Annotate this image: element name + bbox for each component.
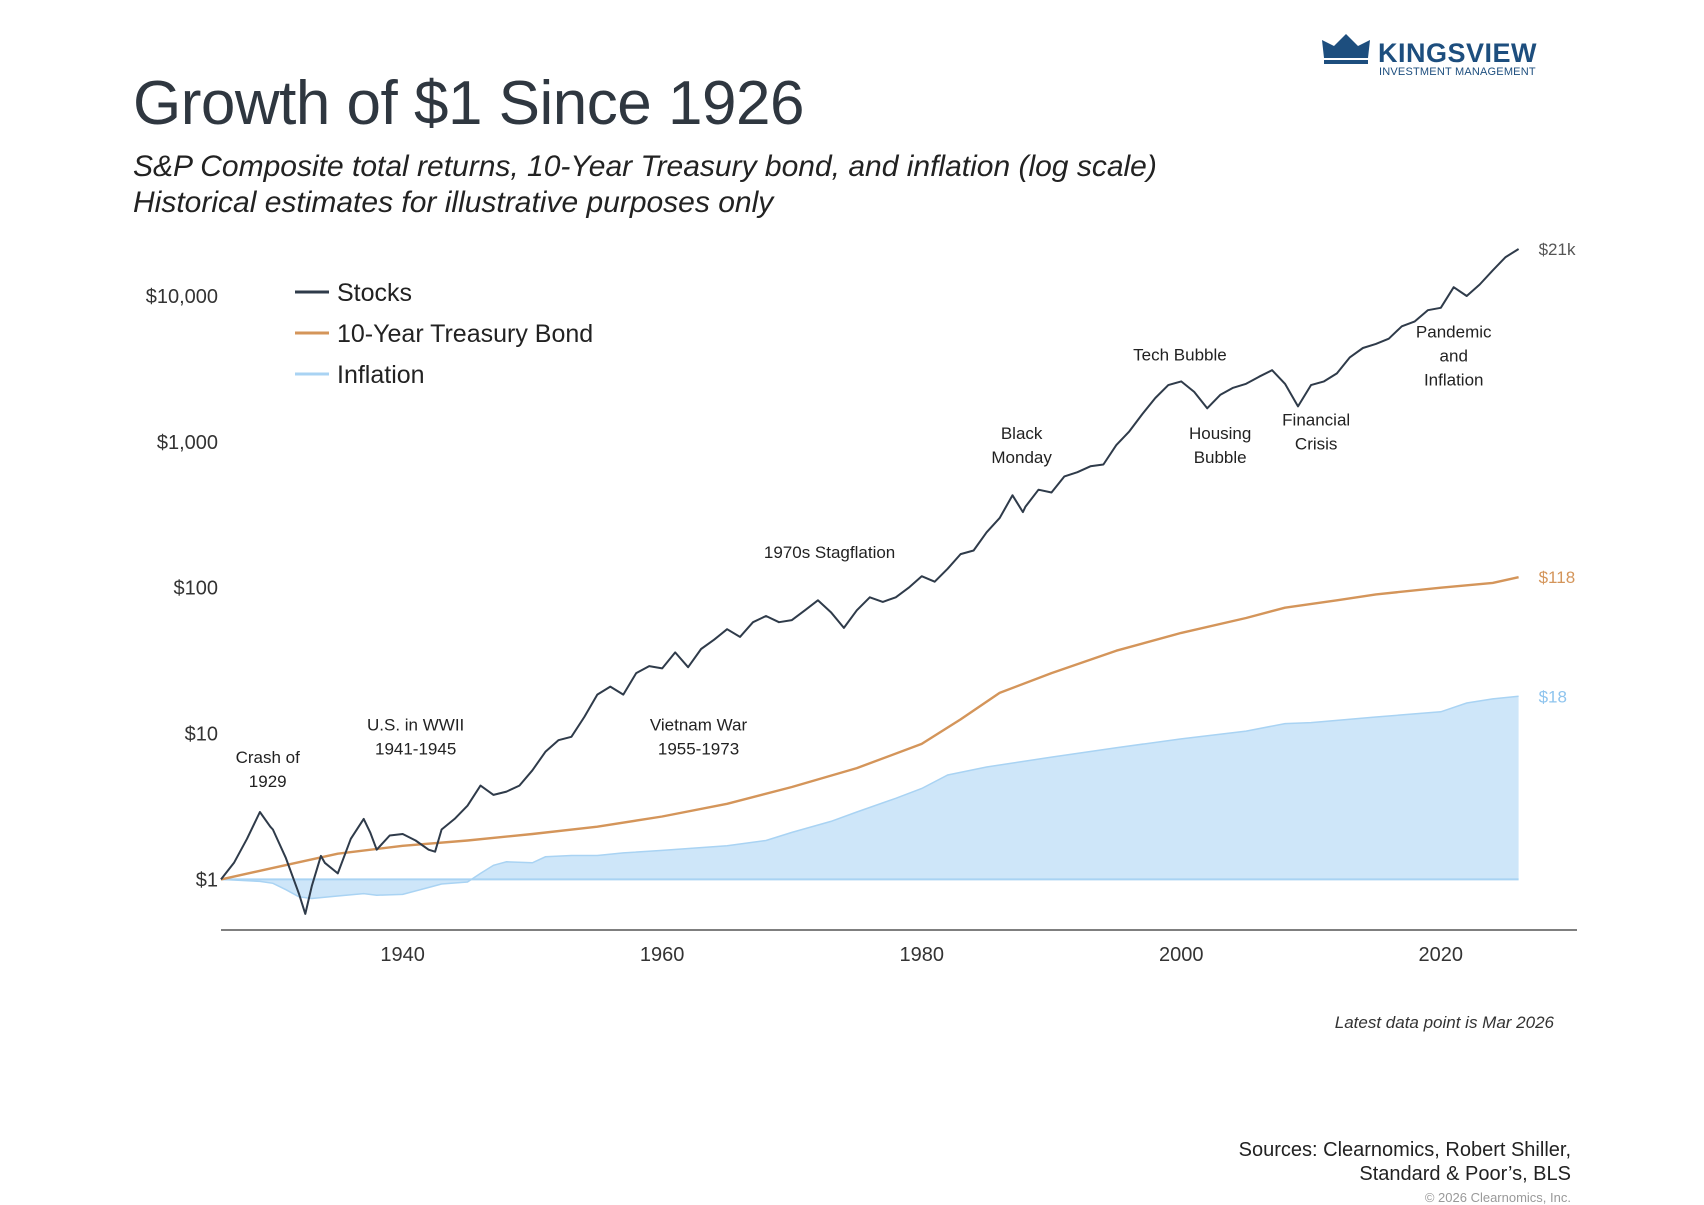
event-annotation: Tech Bubble <box>1133 346 1227 365</box>
event-annotation: Crash of 1929 <box>236 748 301 791</box>
annotation-line: Pandemic <box>1416 322 1492 341</box>
event-annotation: Black Monday <box>991 424 1052 467</box>
treasury-bond-line <box>220 576 1519 881</box>
annotation-line: and <box>1440 346 1468 365</box>
chart-legend: Stocks 10-Year Treasury Bond Inflation <box>295 279 593 389</box>
latest-data-note: Latest data point is Mar 2026 <box>1334 1013 1554 1032</box>
annotation-line: 1929 <box>249 772 287 791</box>
event-annotation: Pandemic and Inflation <box>1416 322 1492 389</box>
x-tick-label: 1980 <box>899 944 944 966</box>
copyright-text: © 2026 Clearnomics, Inc. <box>1424 1190 1571 1205</box>
event-annotation: 1970s Stagflation <box>764 543 895 562</box>
series-end-label: $18 <box>1539 687 1567 706</box>
annotation-line: U.S. in WWII <box>367 715 464 734</box>
annotation-line: Bubble <box>1194 448 1247 467</box>
series-end-label: $118 <box>1539 568 1576 587</box>
inflation-line <box>220 695 1519 900</box>
x-tick-label: 1940 <box>380 944 425 966</box>
y-tick-label: $10 <box>185 724 218 746</box>
stocks-line <box>220 248 1520 915</box>
chart-subtitle: S&P Composite total returns, 10-Year Tre… <box>133 149 1157 221</box>
logo-tagline: INVESTMENT MANAGEMENT <box>1379 66 1536 78</box>
y-tick-label: $1 <box>196 869 218 891</box>
legend-label: Inflation <box>337 361 425 389</box>
event-annotation: Housing Bubble <box>1189 424 1251 467</box>
page-title: Growth of $1 Since 1926 <box>133 69 804 138</box>
sources-line-2: Standard & Poor’s, BLS <box>1359 1163 1571 1185</box>
sources-line-1: Sources: Clearnomics, Robert Shiller, <box>1238 1139 1571 1161</box>
x-tick-label: 2000 <box>1159 944 1204 966</box>
annotation-line: Crisis <box>1295 434 1338 453</box>
annotation-line: Financial <box>1282 410 1350 429</box>
subtitle-line-2: Historical estimates for illustrative pu… <box>133 186 774 219</box>
inflation-area <box>221 696 1519 899</box>
annotation-line: 1970s Stagflation <box>764 543 895 562</box>
event-annotation: Vietnam War 1955-1973 <box>650 715 748 758</box>
series-end-label: $21k <box>1539 240 1576 259</box>
y-tick-label: $100 <box>174 578 219 600</box>
y-tick-label: $10,000 <box>146 286 218 308</box>
annotation-line: Vietnam War <box>650 715 748 734</box>
annotation-line: Tech Bubble <box>1133 346 1227 365</box>
annotation-line: 1941-1945 <box>375 739 456 758</box>
subtitle-line-1: S&P Composite total returns, 10-Year Tre… <box>133 150 1157 183</box>
annotation-line: 1955-1973 <box>658 739 739 758</box>
event-annotation: U.S. in WWII 1941-1945 <box>367 715 464 758</box>
y-tick-label: $1,000 <box>157 432 218 454</box>
annotation-line: Monday <box>991 448 1052 467</box>
kingsview-logo: KINGSVIEW INVESTMENT MANAGEMENT <box>1320 32 1540 80</box>
event-annotation: Financial Crisis <box>1282 410 1350 453</box>
annotation-line: Inflation <box>1424 370 1484 389</box>
annotation-line: Black <box>1001 424 1043 443</box>
logo-name: KINGSVIEW <box>1378 38 1538 68</box>
sources-text: Sources: Clearnomics, Robert Shiller, St… <box>1239 1138 1571 1186</box>
legend-label: Stocks <box>337 279 412 307</box>
crown-icon <box>1322 34 1370 64</box>
x-tick-label: 2020 <box>1419 944 1464 966</box>
plot-area: $1 $10 $100 $1,000 $10,000 1940 1960 1980 2000 20… <box>146 240 1577 966</box>
annotation-line: Housing <box>1189 424 1251 443</box>
x-tick-label: 1960 <box>640 944 685 966</box>
annotation-line: Crash of <box>236 748 301 767</box>
legend-label: 10-Year Treasury Bond <box>337 320 593 348</box>
